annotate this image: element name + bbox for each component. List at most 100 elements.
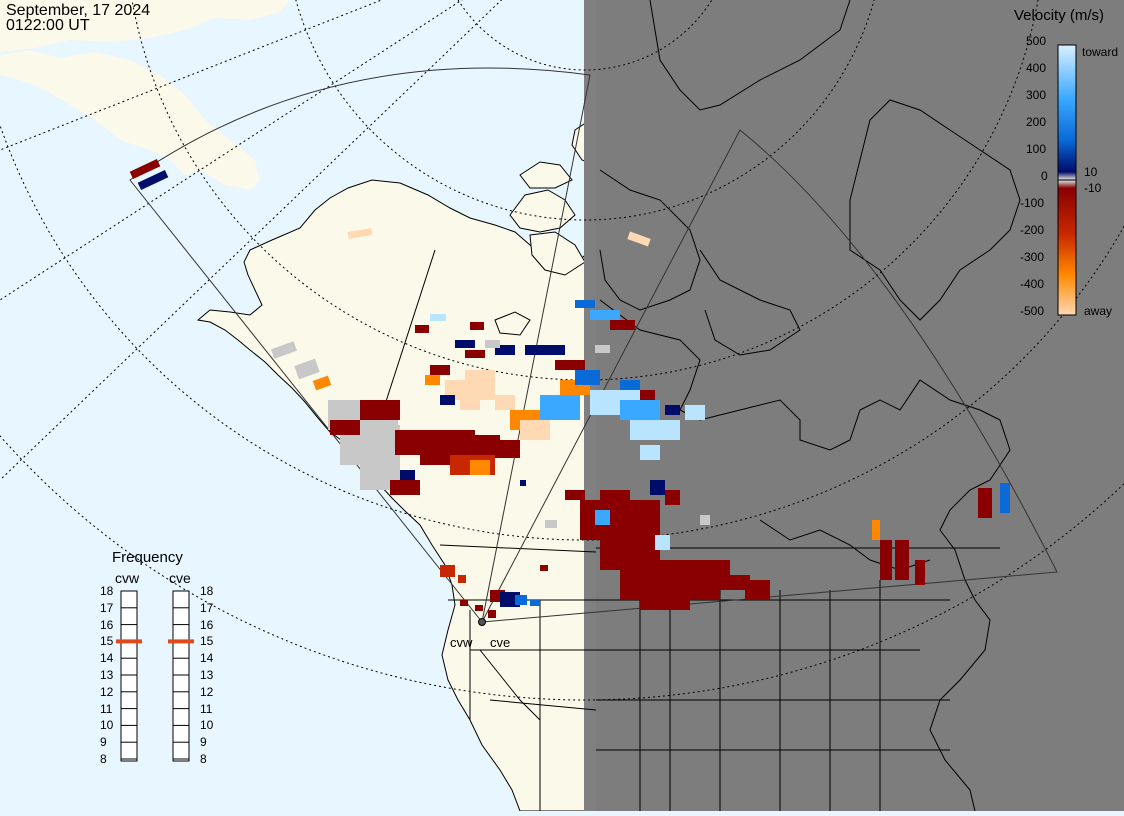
freq-scale-right-16: 16 [200,617,214,632]
colorbar-title: Velocity (m/s) [1014,7,1105,24]
velocity-cell [565,490,585,500]
freq-scale-left-14: 14 [100,651,114,666]
freq-scale-left-11: 11 [100,701,113,716]
velocity-cell [330,420,360,435]
velocity-cell [630,420,680,440]
night-region-core [596,0,1124,811]
freq-scale-left-13: 13 [100,668,114,682]
freq-scale-right-13: 13 [200,668,214,682]
velocity-cell [495,345,515,355]
colorbar-away-label: away [1084,304,1113,318]
colorbar-tick-neg200: -200 [1020,223,1045,237]
freq-scale-left-17: 17 [100,600,114,615]
velocity-cell [485,340,500,348]
velocity-cell [525,345,565,355]
velocity-cell [627,231,651,247]
freq-scale-right-12: 12 [200,684,214,699]
land-north-america [196,179,597,812]
velocity-cell [520,420,550,440]
velocity-cell [515,595,527,605]
colorbar-tick-neg400: -400 [1020,277,1045,291]
site-label-cve: cve [490,635,510,650]
land-arctic-island-5 [494,311,531,336]
velocity-cell [440,395,455,405]
velocity-cell [915,560,925,585]
velocity-cell [294,358,320,380]
freq-bar-cvw [120,590,138,762]
colorbar-tick-0: 0 [1041,169,1048,183]
velocity-cell [590,310,620,320]
velocity-cell [495,395,515,410]
velocity-cell [400,470,415,480]
freq-marker-cvw [116,639,142,644]
cvw-fov [129,67,591,623]
velocity-cell [488,610,496,618]
velocity-cell [650,480,665,495]
date-label: September, 17 2024 [6,2,151,19]
velocity-cell [470,460,490,475]
velocity-cell [129,159,161,179]
velocity-cell [430,314,446,321]
colorbar-inner-pos: 10 [1084,165,1098,179]
velocity-cell [640,445,660,460]
velocity-cell [360,400,400,420]
freq-label-cvw: cvw [115,570,140,586]
colorbar-inner-neg: -10 [1084,181,1102,195]
velocity-cell [465,350,485,358]
velocity-cell [665,405,680,415]
site-label-cvw: cvw [450,635,473,650]
velocity-cell [347,227,373,240]
velocity-cell [655,535,670,550]
velocity-cell [575,300,595,308]
graticule [0,0,1124,701]
velocity-cell [620,400,660,420]
velocity-cell [545,520,557,528]
velocity-cell [978,488,992,518]
velocity-cell [440,565,455,577]
land-siberia [0,50,260,190]
velocity-cell [880,540,892,580]
velocity-cell [445,380,495,400]
colorbar-tick-neg500: -500 [1020,304,1045,318]
velocity-cell [425,375,440,385]
land-arctic-island-3 [519,161,573,189]
colorbar-toward-label: toward [1082,45,1119,59]
freq-label-cve: cve [169,570,191,586]
freq-scale-right-17: 17 [200,600,214,615]
velocity-cell [271,341,297,359]
velocity-cell [575,370,600,385]
freq-scale-left-12: 12 [100,684,114,699]
velocity-cell [137,170,169,190]
velocity-cell [690,560,730,590]
velocity-cell [595,345,610,353]
freq-scale-left-9: 9 [100,735,107,750]
cve-fov [481,129,1058,623]
velocity-cell [895,540,909,580]
land-siberia-north [0,0,290,52]
velocity-cell [555,360,585,370]
freq-scale-right-10: 10 [200,718,214,733]
velocity-cell [312,375,332,391]
colorbar-tick-neg100: -100 [1020,196,1045,210]
velocity-cell [700,515,710,525]
colorbar-tick-100: 100 [1026,142,1047,156]
freq-scale-right-15: 15 [200,634,214,649]
velocity-cell [530,600,540,606]
velocity-cell [745,580,770,600]
colorbar-tick-400: 400 [1026,61,1047,75]
velocity-cell [600,490,630,510]
velocity-cell [872,520,880,540]
velocity-cell [455,340,475,348]
freq-marker-cve [168,639,194,644]
velocity-cell [460,400,480,410]
velocity-cell [415,325,429,333]
radar-site-marker [478,618,486,626]
velocity-cell [520,480,526,486]
colorbar-tick-200: 200 [1026,115,1047,129]
velocity-cell [685,405,705,420]
land-arctic-island-1 [509,189,576,233]
velocity-cell [640,590,690,610]
velocity-cell [540,395,580,420]
velocity-cell [1000,483,1010,513]
